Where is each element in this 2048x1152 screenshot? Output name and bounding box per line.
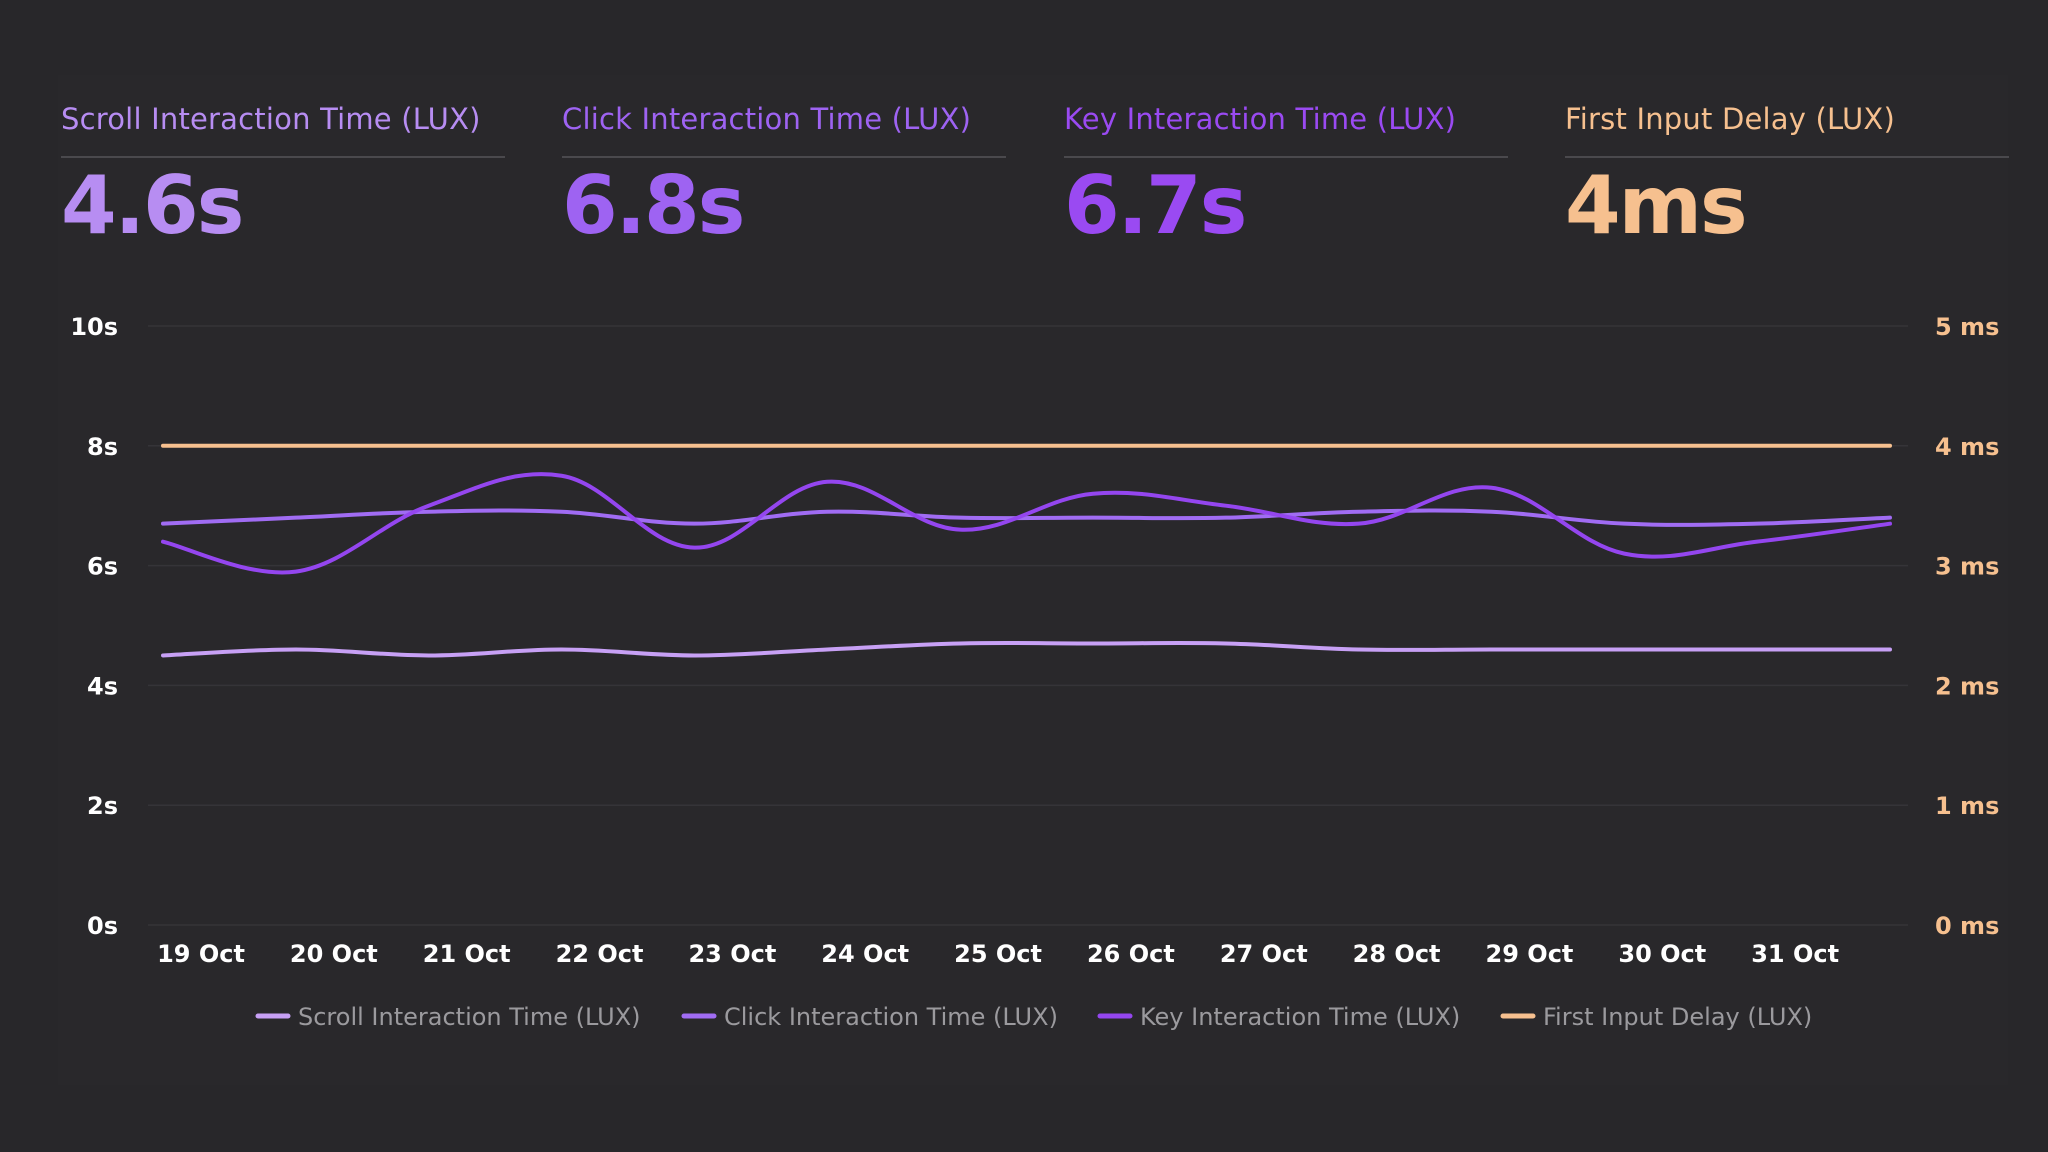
x-tick-label: 29 Oct [1486, 940, 1574, 968]
y-right-tick-label: 2 ms [1935, 672, 1999, 700]
y-left-tick-label: 2s [87, 792, 118, 820]
x-tick-label: 22 Oct [556, 940, 644, 968]
legend-label: Key Interaction Time (LUX) [1140, 1003, 1460, 1031]
y-right-tick-label: 1 ms [1935, 792, 1999, 820]
x-tick-label: 28 Oct [1353, 940, 1441, 968]
legend-label: Scroll Interaction Time (LUX) [298, 1003, 641, 1031]
y-left-tick-label: 4s [87, 672, 118, 700]
x-tick-label: 30 Oct [1618, 940, 1706, 968]
chart-panel [58, 75, 2008, 1085]
metric-value: 4ms [1565, 159, 1748, 252]
legend-label: First Input Delay (LUX) [1543, 1003, 1812, 1031]
metric-divider [562, 156, 1006, 158]
x-tick-label: 19 Oct [157, 940, 245, 968]
x-tick-label: 23 Oct [688, 940, 776, 968]
x-tick-label: 31 Oct [1751, 940, 1839, 968]
x-tick-label: 21 Oct [423, 940, 511, 968]
legend-label: Click Interaction Time (LUX) [724, 1003, 1058, 1031]
metric-divider [1064, 156, 1508, 158]
y-right-tick-label: 5 ms [1935, 313, 1999, 341]
metric-key-interaction: Key Interaction Time (LUX) 6.7s [1064, 102, 1508, 246]
y-left-tick-label: 6s [87, 553, 118, 581]
y-right-tick-label: 4 ms [1935, 433, 1999, 461]
metric-title: Scroll Interaction Time (LUX) [61, 102, 481, 136]
metric-click-interaction: Click Interaction Time (LUX) 6.8s [562, 102, 1006, 246]
y-right-tick-label: 3 ms [1935, 553, 1999, 581]
metric-title: Key Interaction Time (LUX) [1064, 102, 1457, 136]
series-line-1 [161, 640, 1892, 658]
metric-first-input-delay: First Input Delay (LUX) 4ms [1565, 102, 2009, 246]
metric-value: 6.8s [562, 159, 745, 252]
metric-value: 6.7s [1064, 159, 1247, 252]
metric-title: First Input Delay (LUX) [1565, 102, 1895, 136]
y-left-tick-label: 10s [70, 313, 118, 341]
series-line-3 [161, 472, 1892, 575]
x-tick-label: 25 Oct [954, 940, 1042, 968]
x-tick-label: 20 Oct [290, 940, 378, 968]
x-tick-label: 26 Oct [1087, 940, 1175, 968]
metric-divider [1565, 156, 2009, 158]
y-left-tick-label: 0s [87, 912, 118, 940]
metric-title: Click Interaction Time (LUX) [562, 102, 972, 136]
metric-divider [61, 156, 505, 158]
metric-value: 4.6s [61, 159, 244, 252]
x-tick-label: 24 Oct [821, 940, 909, 968]
y-right-tick-label: 0 ms [1935, 912, 1999, 940]
y-left-tick-label: 8s [87, 433, 118, 461]
metric-scroll-interaction: Scroll Interaction Time (LUX) 4.6s [61, 102, 505, 246]
x-tick-label: 27 Oct [1220, 940, 1308, 968]
series-line-2 [161, 508, 1892, 527]
